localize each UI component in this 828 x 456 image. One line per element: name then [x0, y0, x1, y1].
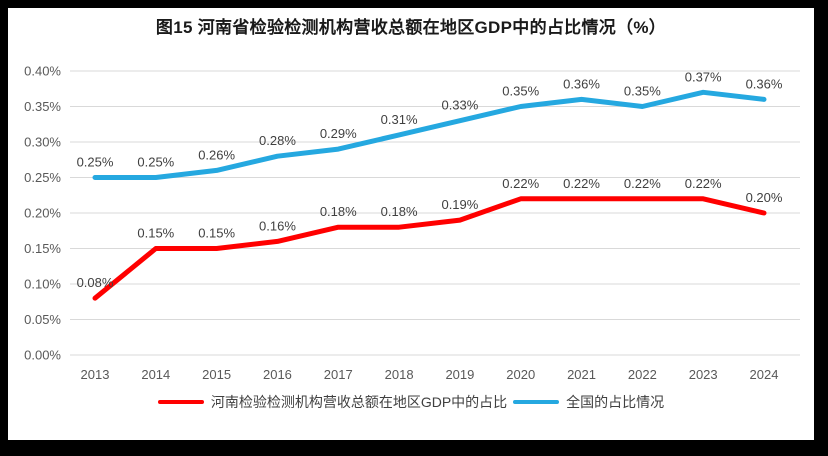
y-axis-tick-label: 0.25% — [24, 170, 61, 185]
y-axis-tick-label: 0.00% — [24, 348, 61, 363]
x-axis-tick-label: 2015 — [202, 367, 231, 382]
data-label: 0.37% — [685, 69, 722, 84]
data-label: 0.15% — [198, 226, 235, 241]
data-label: 0.36% — [563, 76, 600, 91]
data-label: 0.29% — [320, 126, 357, 141]
x-axis-tick-label: 2019 — [445, 367, 474, 382]
x-axis-tick-label: 2018 — [385, 367, 414, 382]
data-label: 0.20% — [746, 190, 783, 205]
chart-title: 图15 河南省检验检测机构营收总额在地区GDP中的占比情况（%） — [155, 18, 667, 37]
x-axis-tick-label: 2022 — [628, 367, 657, 382]
x-axis-tick-label: 2024 — [750, 367, 779, 382]
y-axis-tick-label: 0.05% — [24, 312, 61, 327]
data-label: 0.25% — [77, 155, 114, 170]
data-label: 0.26% — [198, 147, 235, 162]
data-label: 0.22% — [685, 176, 722, 191]
data-label: 0.15% — [137, 226, 174, 241]
y-axis-tick-label: 0.35% — [24, 99, 61, 114]
data-label: 0.22% — [624, 176, 661, 191]
line-chart: 0.00% 0.05% 0.10% 0.15% 0.20% 0.25% 0.30% 0.35%… — [24, 64, 800, 382]
data-label: 0.08% — [77, 275, 114, 290]
x-axis-tick-label: 2017 — [324, 367, 353, 382]
data-label: 0.16% — [259, 218, 296, 233]
series-line-0 — [92, 196, 767, 301]
data-label: 0.22% — [502, 176, 539, 191]
y-axis-tick-label: 0.30% — [24, 135, 61, 150]
series-line-1 — [92, 89, 767, 180]
legend-item-henan: 河南检验检测机构营收总额在地区GDP中的占比 — [157, 392, 508, 412]
data-label: 0.35% — [502, 84, 539, 99]
legend-swatch-henan — [157, 400, 204, 404]
legend: 河南检验检测机构营收总额在地区GDP中的占比 全国的占比情况 — [8, 392, 814, 412]
data-label: 0.18% — [381, 204, 418, 219]
legend-label-henan: 河南检验检测机构营收总额在地区GDP中的占比 — [210, 394, 508, 410]
data-label: 0.22% — [563, 176, 600, 191]
data-label: 0.18% — [320, 204, 357, 219]
data-label: 0.25% — [137, 155, 174, 170]
x-axis-tick-label: 2020 — [506, 367, 535, 382]
x-axis-tick-label: 2021 — [567, 367, 596, 382]
x-axis-tick-label: 2016 — [263, 367, 292, 382]
data-label: 0.31% — [381, 112, 418, 127]
y-axis-tick-label: 0.15% — [24, 241, 61, 256]
x-axis-tick-label: 2013 — [81, 367, 110, 382]
data-label: 0.36% — [746, 76, 783, 91]
x-axis-tick-label: 2014 — [141, 367, 170, 382]
data-label: 0.33% — [441, 98, 478, 113]
y-axis-tick-label: 0.20% — [24, 206, 61, 221]
legend-label-national: 全国的占比情况 — [566, 394, 665, 410]
x-axis-tick-label: 2023 — [689, 367, 718, 382]
legend-swatch-national — [513, 400, 560, 404]
y-axis-tick-label: 0.10% — [24, 277, 61, 292]
legend-item-national: 全国的占比情况 — [513, 392, 664, 412]
data-label: 0.28% — [259, 133, 296, 148]
data-label: 0.35% — [624, 84, 661, 99]
data-label: 0.19% — [441, 197, 478, 212]
y-axis-tick-label: 0.40% — [24, 64, 61, 79]
